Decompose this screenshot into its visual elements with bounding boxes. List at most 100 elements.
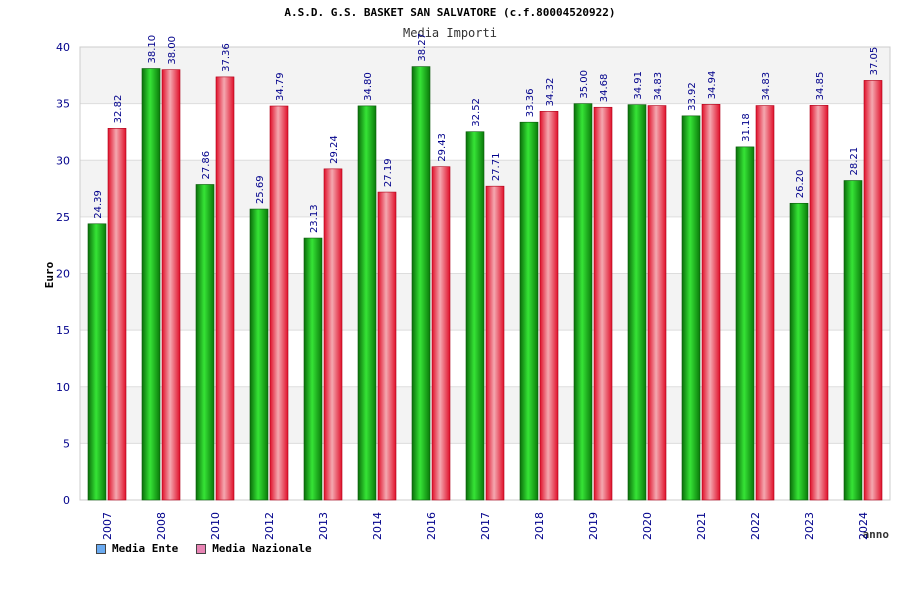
- bar-nazionale: [431, 166, 451, 501]
- x-tick-label: 2019: [587, 512, 600, 540]
- data-label-ente: 35.00: [579, 70, 590, 99]
- bar-ente: [249, 208, 269, 501]
- bar-ente: [303, 237, 323, 501]
- plot-border: [79, 46, 891, 501]
- x-tick-label: 2023: [803, 512, 816, 540]
- bar-ente: [627, 104, 647, 501]
- x-tick-label: 2012: [263, 512, 276, 540]
- bar-nazionale: [269, 105, 289, 501]
- bar-nazionale: [593, 106, 613, 501]
- x-tick-label: 2010: [209, 512, 222, 540]
- x-tick-label: 2024: [857, 512, 870, 540]
- data-label-nazionale: 34.83: [761, 72, 772, 101]
- bar-nazionale: [539, 111, 559, 501]
- y-tick-label: 35: [56, 98, 70, 111]
- x-tick-label: 2022: [749, 512, 762, 540]
- y-tick-label: 30: [56, 154, 70, 167]
- y-tick-label: 25: [56, 211, 70, 224]
- data-label-ente: 31.18: [741, 113, 752, 142]
- bar-nazionale: [647, 105, 667, 501]
- data-label-ente: 33.36: [525, 89, 536, 118]
- y-tick-label: 40: [56, 41, 70, 54]
- data-label-ente: 27.86: [201, 151, 212, 180]
- legend-item-nazionale: Media Nazionale: [196, 542, 312, 555]
- bar-nazionale: [323, 168, 343, 501]
- bar-nazionale: [863, 80, 883, 501]
- bar-ente: [681, 115, 701, 501]
- data-label-nazionale: 37.36: [221, 43, 232, 72]
- data-label-ente: 34.80: [363, 72, 374, 101]
- y-axis-label: Euro: [43, 261, 56, 288]
- bar-nazionale: [377, 191, 397, 501]
- chart-title: A.S.D. G.S. BASKET SAN SALVATORE (c.f.80…: [284, 6, 616, 19]
- data-label-ente: 25.69: [255, 175, 266, 204]
- bar-nazionale: [215, 76, 235, 501]
- grid-band: [80, 160, 890, 217]
- bar-ente: [411, 66, 431, 501]
- data-label-ente: 23.13: [309, 204, 320, 233]
- x-tick-label: 2008: [155, 512, 168, 540]
- x-tick-label: 2007: [101, 512, 114, 540]
- bar-nazionale: [701, 104, 721, 501]
- data-label-nazionale: 34.85: [815, 72, 826, 101]
- bar-ente: [735, 146, 755, 501]
- data-label-ente: 33.92: [687, 82, 698, 111]
- data-label-nazionale: 32.82: [113, 95, 124, 124]
- x-tick-label: 2018: [533, 512, 546, 540]
- y-tick-label: 15: [56, 324, 70, 337]
- legend-item-ente: Media Ente: [96, 542, 178, 555]
- data-label-nazionale: 34.83: [653, 72, 664, 101]
- chart-legend: Media Ente Media Nazionale: [96, 542, 312, 555]
- legend-label-ente: Media Ente: [112, 542, 179, 555]
- data-label-ente: 32.52: [471, 98, 482, 127]
- data-label-nazionale: 37.05: [869, 47, 880, 76]
- data-label-nazionale: 34.68: [599, 74, 610, 103]
- bar-ente: [843, 180, 863, 501]
- data-label-nazionale: 38.00: [167, 36, 178, 65]
- data-label-ente: 28.21: [849, 147, 860, 176]
- legend-label-nazionale: Media Nazionale: [212, 542, 312, 555]
- bar-ente: [195, 184, 215, 501]
- bar-nazionale: [485, 185, 505, 501]
- bar-nazionale: [107, 128, 127, 501]
- data-label-nazionale: 29.43: [437, 133, 448, 162]
- grid-band: [80, 273, 890, 331]
- x-tick-label: 2020: [641, 512, 654, 540]
- bar-ente: [141, 68, 161, 501]
- x-tick-label: 2017: [479, 512, 492, 540]
- x-tick-label: 2014: [371, 512, 384, 540]
- x-tick-label: 2013: [317, 512, 330, 540]
- data-label-ente: 38.10: [147, 35, 158, 64]
- data-label-nazionale: 34.79: [275, 72, 286, 101]
- data-label-nazionale: 34.32: [545, 78, 556, 107]
- bar-nazionale: [161, 69, 181, 501]
- bar-nazionale: [755, 105, 775, 501]
- bar-nazionale: [809, 105, 829, 501]
- bar-ente: [789, 202, 809, 501]
- bar-ente: [573, 103, 593, 501]
- data-label-nazionale: 29.24: [329, 135, 340, 164]
- data-label-nazionale: 27.71: [491, 153, 502, 182]
- x-axis-label: anno: [863, 528, 890, 541]
- data-label-nazionale: 34.94: [707, 71, 718, 100]
- data-label-ente: 34.91: [633, 71, 644, 100]
- chart-subtitle: Media Importi: [403, 26, 497, 40]
- x-tick-label: 2021: [695, 512, 708, 540]
- data-label-nazionale: 27.19: [383, 158, 394, 187]
- bar-ente: [465, 131, 485, 501]
- y-tick-label: 5: [63, 437, 70, 450]
- data-label-ente: 26.20: [795, 170, 806, 199]
- bar-ente: [357, 105, 377, 501]
- y-tick-label: 0: [63, 494, 70, 507]
- legend-swatch-nazionale: [196, 543, 207, 554]
- y-tick-label: 20: [56, 268, 70, 281]
- bar-ente: [519, 121, 539, 501]
- x-tick-label: 2016: [425, 512, 438, 540]
- bar-ente: [87, 223, 107, 501]
- data-label-ente: 38.27: [417, 33, 428, 62]
- legend-swatch-ente: [96, 543, 106, 554]
- grid-band: [80, 386, 890, 444]
- y-tick-label: 10: [56, 381, 70, 394]
- grid-band: [80, 47, 890, 104]
